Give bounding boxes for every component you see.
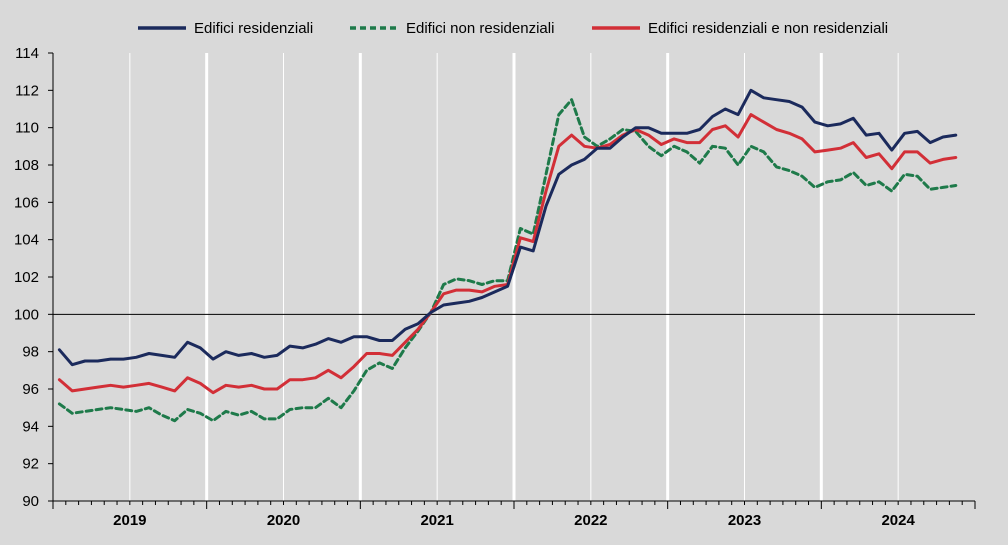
year-label: 2019 [113, 512, 146, 529]
year-label: 2024 [881, 512, 915, 529]
y-tick-label: 114 [15, 45, 39, 62]
legend: Edifici residenziali Edifici non residen… [138, 20, 888, 37]
legend-label-residenziali: Edifici residenziali [194, 20, 313, 37]
y-tick-label: 92 [22, 456, 39, 473]
legend-item-non-residenziali: Edifici non residenziali [350, 20, 554, 37]
y-tick-label: 112 [15, 82, 39, 99]
y-tick-label: 94 [22, 418, 39, 435]
y-tick-label: 104 [14, 232, 39, 249]
year-label: 2021 [420, 512, 453, 529]
y-tick-label: 102 [14, 269, 39, 286]
year-label: 2022 [574, 512, 607, 529]
y-tick-label: 110 [15, 120, 39, 137]
y-tick-label: 96 [22, 381, 39, 398]
year-label: 2020 [267, 512, 300, 529]
legend-label-non-residenziali: Edifici non residenziali [406, 20, 554, 37]
y-tick-label: 100 [14, 306, 39, 323]
y-tick-label: 98 [22, 344, 39, 361]
legend-label-totale: Edifici residenziali e non residenziali [648, 20, 888, 37]
y-tick-label: 90 [22, 493, 39, 510]
y-tick-label: 108 [14, 157, 39, 174]
series-line-0 [57, 88, 958, 367]
legend-item-totale: Edifici residenziali e non residenziali [592, 20, 888, 37]
plot-area: 90 92 94 96 98 100 102 104 106 108 110 112 114 2019 20… [14, 45, 976, 529]
y-tick-label: 106 [14, 194, 39, 211]
year-label: 2023 [728, 512, 761, 529]
legend-item-residenziali: Edifici residenziali [138, 20, 313, 37]
